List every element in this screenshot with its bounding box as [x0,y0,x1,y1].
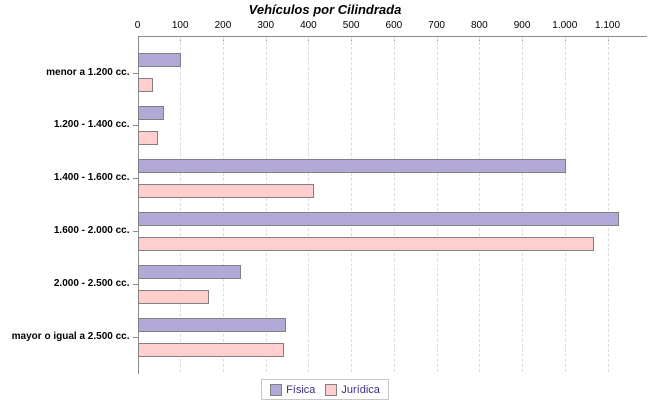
y-tick-mark [132,72,138,74]
bar-juridica [137,342,284,357]
chart-title: Vehículos por Cilindrada [248,2,402,17]
category-label: mayor o igual a 2.500 cc. [11,331,130,342]
bar-fisica [137,158,566,173]
gridline [393,37,395,372]
legend-label-juridica: Jurídica [341,383,380,396]
bar-juridica [137,236,594,251]
legend-box: Física Jurídica [261,379,389,400]
x-tick-label: 100 [171,20,189,31]
x-tick-mark [137,37,139,41]
bar-juridica [137,289,209,304]
legend-label-fisica: Física [286,383,316,396]
x-tick-label: 700 [428,20,445,31]
category-label: 1.600 - 2.000 cc. [53,225,130,237]
legend-item-fisica: Física [270,383,316,396]
x-tick-label: 200 [214,20,232,31]
y-axis-line [137,36,139,374]
fisica-color-swatch [270,383,283,396]
bar-fisica [137,264,242,279]
gridline [308,37,310,372]
y-tick-mark [132,125,138,127]
bar-fisica [137,211,620,226]
gridline [265,37,267,372]
bar-juridica [137,130,158,145]
y-tick-mark [132,178,138,180]
x-tick-label: 900 [513,20,531,31]
bar-fisica [137,53,182,67]
category-label: 1.200 - 1.400 cc. [53,119,130,131]
chart-legend: Física Jurídica [0,379,650,400]
gridline [564,37,566,372]
gridline [436,37,438,372]
x-tick-label: 0 [134,20,141,31]
x-tick-label: 500 [342,20,360,31]
x-axis-line [137,36,647,37]
gridline [180,37,182,372]
juridica-color-swatch [325,383,338,396]
bar-fisica [137,105,165,120]
gridline [351,37,353,372]
bar-juridica [137,183,314,198]
gridline [479,37,481,372]
x-tick-label: 300 [257,20,275,31]
gridline [607,37,609,372]
y-tick-mark [132,284,138,286]
y-tick-mark [132,337,138,338]
x-tick-label: 1.000 [552,20,578,31]
y-tick-mark [132,231,138,233]
x-tick-label: 400 [300,20,317,31]
category-label: 1.400 - 1.600 cc. [53,172,130,184]
legend-item-juridica: Jurídica [325,383,380,396]
x-tick-label: 800 [470,20,488,31]
bar-fisica [137,317,286,332]
gridline [522,37,524,372]
x-tick-label: 600 [385,20,403,31]
bar-juridica [137,78,154,92]
category-label: 2.000 - 2.500 cc. [53,278,130,290]
category-label: menor a 1.200 cc. [46,66,130,78]
gridline [222,37,224,372]
x-tick-label: 1.100 [595,20,621,31]
